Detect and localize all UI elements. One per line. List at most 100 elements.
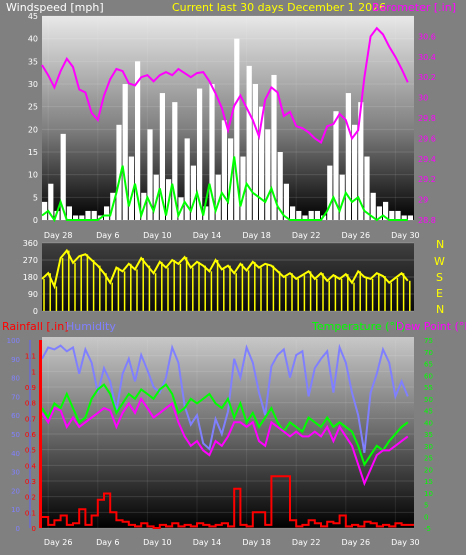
windspeed-bar [234,38,240,220]
rain-tick-label: 0 [32,525,36,533]
rain-tick-label: 1 [32,368,36,376]
windspeed-bar [48,183,54,220]
humidity-title: Humidity [66,320,116,333]
temp-tick-label: 75 [424,337,433,345]
humidity-tick-label: 60 [11,412,20,420]
wind-tick-label: 0 [33,216,38,225]
rain-x-tick-label: Day 26 [44,538,73,547]
compass-w: W [434,255,445,268]
temperature-title: Temperature (°F) [311,320,406,333]
windspeed-bar [395,210,401,220]
humidity-tick-label: 40 [11,450,20,458]
barometer-tick-label: 29.4 [418,155,436,164]
temp-tick-label: 45 [424,408,433,416]
windspeed-bar [91,210,97,220]
humidity-tick-label: 10 [11,506,20,514]
humidity-tick-label: 70 [11,393,20,401]
windspeed-bar [128,156,134,220]
rainfall-line [42,475,414,529]
temp-tick-label: 10 [424,490,433,498]
windspeed-bar [190,165,196,220]
rain-tick-label: 0.6 [25,431,37,439]
barometer-line [41,26,409,145]
windspeed-bar [60,133,66,220]
windspeed-bar [246,65,252,220]
windspeed-bar [184,138,190,220]
windspeed-bar [252,84,258,220]
rain-x-tick-label: Day 10 [143,538,172,547]
windspeed-bar [116,124,122,220]
wind-tick-label: 35 [28,57,38,66]
barometer-tick-label: 29.6 [418,134,436,143]
wind-tick-label: 25 [28,103,38,112]
temp-tick-label: 40 [424,419,433,427]
humidity-tick-label: 100 [7,337,20,345]
wind-tick-label: 15 [28,148,38,157]
compass-e: E [436,287,443,300]
windspeed-bar [197,88,203,221]
dewpoint-line [41,396,409,487]
windspeed-bar [314,210,320,220]
windspeed-bar [358,102,364,220]
windspeed-bar [333,111,339,220]
direction-tick-label: 180 [23,273,38,282]
chart-marks [41,26,414,529]
direction-grid [42,242,414,312]
windspeed-bar [339,174,345,220]
rain-tick-label: 0.4 [25,462,37,470]
barometer-title: Barometer [.in] [372,1,456,14]
direction-tick-label: 360 [23,239,38,248]
humidity-tick-label: 30 [11,469,20,477]
barometer-tick-label: 28.8 [418,216,436,225]
temperature-line [41,383,409,467]
windspeed-bar [203,206,209,220]
dewpoint-title: Dew Point (°F) [396,320,466,333]
windspeed-bar [221,120,227,220]
windspeed-bar [283,183,289,220]
windspeed-bar [209,84,215,220]
windspeed-bar [302,215,308,220]
direction-tick-label: 90 [28,290,38,299]
rain-x-tick-label: Day 26 [342,538,371,547]
windspeed-bar [85,210,91,220]
windspeed-bar [290,206,296,220]
wind-tick-label: 40 [28,35,38,44]
windspeed-bar [407,215,413,220]
wind-tick-label: 10 [28,171,38,180]
windspeed-bar [153,174,159,220]
barometer-tick-label: 30 [418,94,428,103]
rain-x-tick-label: Day 14 [193,538,222,547]
windspeed-bar [352,124,358,220]
barometer-tick-label: 30.6 [418,32,436,41]
barometer-tick-label: 29 [418,196,428,205]
windspeed-bar [104,206,110,220]
temp-tick-label: 55 [424,384,433,392]
barometer-tick-label: 29.2 [418,175,436,184]
windspeed-bar [271,74,277,220]
temp-tick-label: 65 [424,361,433,369]
windspeed-bar [383,201,389,220]
windspeed-bar [73,215,79,220]
windspeed-title: Windspeed [mph] [6,1,104,14]
rain-x-tick-label: Day 22 [292,538,321,547]
humidity-tick-label: 80 [11,375,20,383]
temp-tick-label: 30 [424,443,433,451]
windspeed-bar [389,210,395,220]
humidity-tick-label: 90 [11,356,20,364]
rainfall-title: Rainfall [.in] [2,320,69,333]
barometer-tick-label: 30.2 [418,73,436,82]
windspeed-bar [147,129,153,220]
direction-tick-label: 270 [23,256,38,265]
wind-direction-plot [42,243,414,311]
temp-tick-label: 15 [424,478,433,486]
temp-tick-label: 70 [424,349,433,357]
rain-temp-grid [42,340,414,529]
windspeed-bar [66,206,72,220]
compass-n-bottom: N [436,303,444,316]
humidity-tick-label: 20 [11,487,20,495]
windspeed-bar [370,192,376,220]
wind-tick-label: 20 [28,125,38,134]
temp-tick-label: 50 [424,396,433,404]
temp-tick-label: 0 [424,513,428,521]
